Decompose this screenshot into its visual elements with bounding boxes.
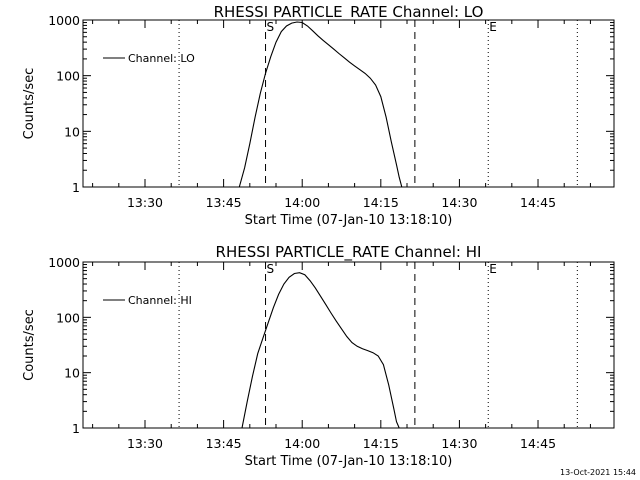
panel-1-y-tick-label: 10 (64, 124, 80, 139)
panel-1-marker-label-s: S (267, 20, 275, 34)
panel-2-y-tick-label: 1 (72, 421, 80, 436)
panel-2-y-tick-label: 100 (56, 310, 80, 325)
panel-1-series-line (238, 21, 403, 188)
panel-1-x-tick-label: 14:45 (520, 195, 556, 210)
panel-1-y-tick-label: 1 (72, 180, 80, 195)
panel-1-y-axis-label: Counts/sec (22, 68, 37, 140)
panel-1-plot-frame (82, 19, 615, 188)
panel-2-x-tick-label: 14:30 (441, 436, 477, 451)
panel-1-x-tick-label: 13:45 (206, 195, 242, 210)
panel-2-plot-frame (82, 261, 615, 429)
panel-2-marker-label-s: S (267, 262, 275, 276)
panel-1-x-tick-label: 14:00 (284, 195, 320, 210)
panel-2-y-tick-label: 1000 (48, 255, 80, 270)
panel-1-y-tick-label: 1000 (48, 13, 80, 28)
panel-1-x-tick-label: 13:30 (127, 195, 163, 210)
panel-2-x-tick-label: 14:15 (363, 436, 399, 451)
panel-2-x-tick-label: 13:45 (206, 436, 242, 451)
panel-2-x-tick-label: 14:45 (520, 436, 556, 451)
panel-1-legend-label: Channel: LO (128, 52, 195, 65)
panel-2-marker-label-e: E (489, 262, 497, 276)
panel-1-x-axis-label: Start Time (07-Jan-10 13:18:10) (245, 213, 453, 228)
panel-2-legend-label: Channel: HI (128, 294, 192, 307)
panel-1-x-tick-label: 14:30 (441, 195, 477, 210)
panel-2-x-axis-label: Start Time (07-Jan-10 13:18:10) (245, 454, 453, 469)
panel-1-x-tick-label: 14:15 (363, 195, 399, 210)
panel-2-title: RHESSI PARTICLE_RATE Channel: HI (216, 243, 482, 262)
panel-2-y-axis-label: Counts/sec (22, 309, 37, 381)
panel-1-title: RHESSI PARTICLE_RATE Channel: LO (214, 3, 484, 22)
panel-1-y-tick-label: 100 (56, 69, 80, 84)
panel-2-series-line (241, 272, 400, 429)
panel-1-marker-label-e: E (489, 20, 497, 34)
panel-2-y-tick-label: 10 (64, 366, 80, 381)
panel-2-x-tick-label: 14:00 (284, 436, 320, 451)
render-timestamp: 13-Oct-2021 15:44 (560, 468, 636, 477)
panel-2-x-tick-label: 13:30 (127, 436, 163, 451)
